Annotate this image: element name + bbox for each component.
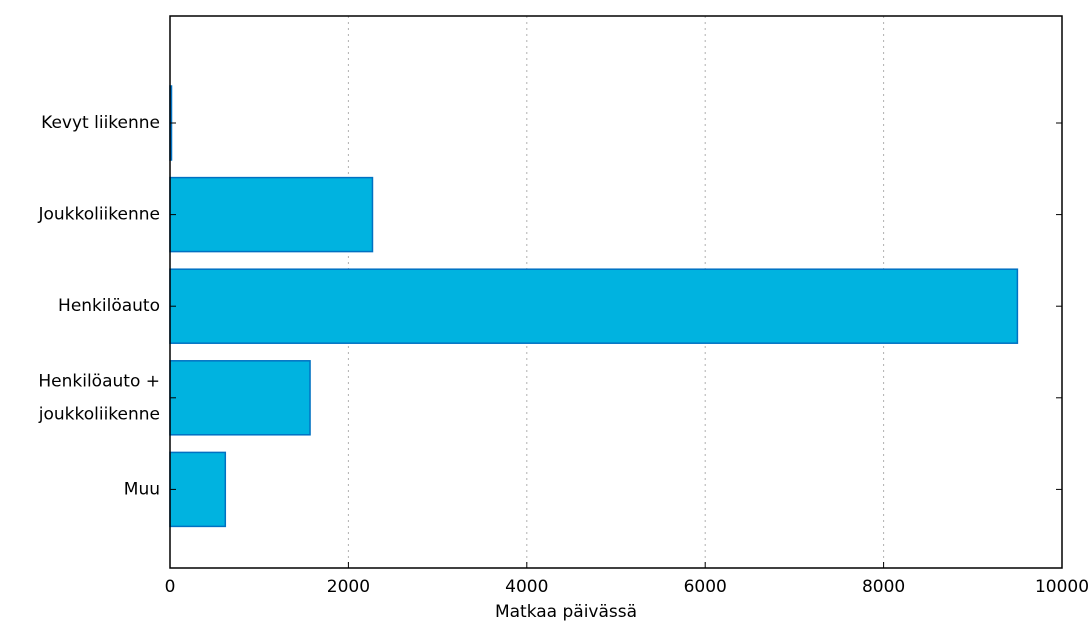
x-tick-label: 6000	[684, 577, 727, 597]
x-tick-label: 0	[165, 577, 176, 597]
plot-frame	[169, 15, 1063, 569]
tick-marks	[169, 122, 1063, 568]
x-tick-label: 8000	[862, 577, 905, 597]
bar	[169, 176, 374, 253]
bar	[169, 360, 311, 436]
x-axis-title: Matkaa päivässä	[495, 602, 637, 622]
y-tick-labels: Kevyt liikenne Joukkoliikenne Henkilöauto H…	[37, 113, 160, 499]
y-tick-label: Muu	[124, 479, 160, 499]
y-tick-label: Joukkoliikenne	[37, 205, 160, 225]
x-tick-label: 2000	[327, 577, 370, 597]
x-tick-label: 4000	[505, 577, 548, 597]
x-tick-label: 10000	[1035, 577, 1089, 597]
bars	[169, 85, 1019, 528]
x-tick-labels: 0 2000 4000 6000 8000 10000	[165, 577, 1089, 597]
bar	[169, 268, 1019, 344]
y-tick-label: Henkilöauto	[58, 296, 160, 316]
bar	[169, 451, 227, 528]
y-tick-label: joukkoliikenne	[38, 404, 160, 424]
y-tick-label: Henkilöauto +	[38, 371, 160, 391]
y-tick-label: Kevyt liikenne	[41, 113, 160, 133]
